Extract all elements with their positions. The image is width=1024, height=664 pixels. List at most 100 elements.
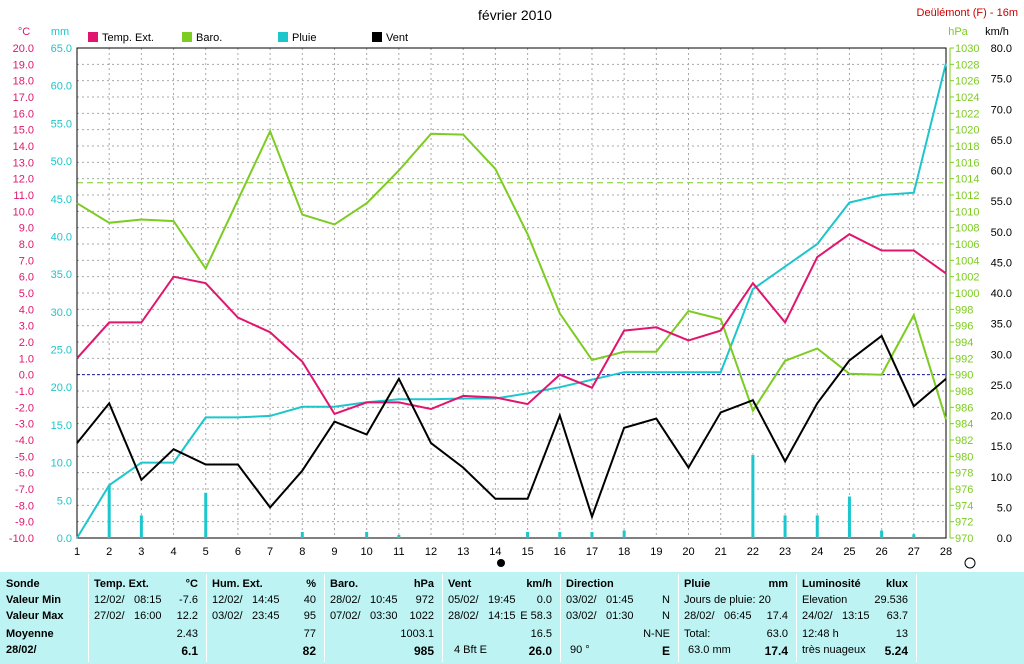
tick-label-day: 19 bbox=[650, 546, 662, 558]
direction-min-date: 03/02/ bbox=[566, 594, 597, 606]
legend-label-temp: Temp. Ext. bbox=[102, 32, 154, 44]
series-line-temp-ext bbox=[76, 233, 947, 416]
baro-max-date: 07/02/ bbox=[330, 610, 361, 622]
wind-min-date: 05/02/ bbox=[448, 594, 479, 606]
hum-unit: % bbox=[306, 578, 316, 590]
rain-max-date: 28/02/ bbox=[684, 610, 715, 622]
col-humidity: Hum. Ext.% 12/02/14:45 40 03/02/23:45 95 7… bbox=[212, 572, 320, 664]
series-line-pluie bbox=[76, 62, 947, 539]
tick-label-pressure: 984 bbox=[955, 419, 973, 431]
tick-label-day: 5 bbox=[203, 546, 209, 558]
direction-day-value: E bbox=[661, 644, 670, 658]
tick-label-day: 12 bbox=[425, 546, 437, 558]
tick-label-day: 27 bbox=[908, 546, 920, 558]
tick-label-rain: 15.0 bbox=[51, 420, 72, 432]
row-label-avg: Moyenne bbox=[6, 628, 54, 640]
temp-avg-value: 2.43 bbox=[176, 628, 198, 640]
baro-min-time: 10:45 bbox=[370, 594, 398, 606]
hum-min-time: 14:45 bbox=[252, 594, 280, 606]
wind-day-value: 26.0 bbox=[528, 644, 552, 658]
hum-max-time: 23:45 bbox=[252, 610, 280, 622]
hum-day-value: 82 bbox=[302, 644, 316, 658]
direction-avg-value: N-NE bbox=[643, 628, 670, 640]
col-wind: Vent km/h 05/02/19:45 0.0 28/02/14:15 E 58.… bbox=[448, 572, 556, 664]
tick-label-temp: 6.0 bbox=[19, 272, 34, 284]
axis-wind: 0.0 5.0 10.0 15.0 20.0 25.0 30.0 35.0 40.0 45.0 50… bbox=[991, 43, 1012, 545]
lum-daylength: 12:48 h bbox=[802, 628, 839, 640]
tick-label-temp: 20.0 bbox=[13, 43, 34, 55]
lum-max-time: 13:15 bbox=[842, 610, 870, 622]
tick-label-rain: 50.0 bbox=[51, 156, 72, 168]
tick-label-temp: 1.0 bbox=[19, 353, 34, 365]
tick-label-temp: 4.0 bbox=[19, 304, 34, 316]
tick-label-day: 28 bbox=[940, 546, 952, 558]
plot-frame bbox=[76, 47, 947, 539]
tick-label-day: 13 bbox=[457, 546, 469, 558]
tick-label-pressure: 986 bbox=[955, 402, 973, 414]
station-label: Deülémont (F) - 16m bbox=[917, 7, 1018, 19]
tick-label-temp: 19.0 bbox=[13, 59, 34, 71]
tick-label-wind: 5.0 bbox=[997, 502, 1012, 514]
tick-label-pressure: 1030 bbox=[955, 43, 979, 55]
tick-label-rain: 0.0 bbox=[57, 533, 72, 545]
axis-days: 1 2 3 4 5 6 7 8 9 10 11 12 13 14 15 16 17 18 19 20 21 22 23 24 2… bbox=[74, 546, 952, 558]
summary-table: Sonde Valeur Min Valeur Max Moyenne 28/0… bbox=[0, 572, 1024, 664]
tick-label-pressure: 994 bbox=[955, 337, 973, 349]
baro-unit: hPa bbox=[413, 578, 434, 590]
tick-label-pressure: 970 bbox=[955, 533, 973, 545]
row-label-day: 28/02/ bbox=[6, 644, 37, 656]
col-baro: Baro. hPa 28/02/10:45 972 07/02/03:30 1022 … bbox=[330, 572, 438, 664]
tick-label-rain: 20.0 bbox=[51, 382, 72, 394]
tick-label-temp: 13.0 bbox=[13, 157, 34, 169]
temp-max-time: 16:00 bbox=[134, 610, 162, 622]
tick-label-pressure: 998 bbox=[955, 304, 973, 316]
series-line-vent bbox=[76, 334, 947, 520]
tick-label-wind: 70.0 bbox=[991, 104, 1012, 116]
temp-max-date: 27/02/ bbox=[94, 610, 125, 622]
grid bbox=[76, 47, 947, 539]
tick-label-wind: 10.0 bbox=[991, 472, 1012, 484]
tick-label-wind: 25.0 bbox=[991, 380, 1012, 392]
temp-min-date: 12/02/ bbox=[94, 594, 125, 606]
baro-avg-value: 1003.1 bbox=[400, 628, 434, 640]
lum-sky-condition: très nuageux bbox=[802, 644, 866, 656]
legend-swatch-rain bbox=[278, 32, 288, 42]
tick-label-temp: -5.0 bbox=[15, 451, 34, 463]
hum-header: Hum. Ext. bbox=[212, 578, 263, 590]
unit-celsius: °C bbox=[18, 26, 30, 38]
baro-day-value: 985 bbox=[413, 644, 434, 658]
rain-bar bbox=[880, 530, 884, 538]
tick-label-wind: 80.0 bbox=[991, 43, 1012, 55]
tick-label-pressure: 1002 bbox=[955, 272, 979, 284]
tick-label-temp: -8.0 bbox=[15, 500, 34, 512]
tick-label-pressure: 1028 bbox=[955, 59, 979, 71]
tick-label-day: 18 bbox=[618, 546, 630, 558]
tick-label-pressure: 1018 bbox=[955, 141, 979, 153]
tick-label-day: 23 bbox=[779, 546, 791, 558]
tick-label-pressure: 1006 bbox=[955, 239, 979, 251]
tick-label-day: 10 bbox=[361, 546, 373, 558]
tick-label-temp: -10.0 bbox=[9, 533, 34, 545]
tick-label-day: 6 bbox=[235, 546, 241, 558]
tick-label-day: 14 bbox=[489, 546, 501, 558]
tick-label-day: 16 bbox=[554, 546, 566, 558]
tick-label-rain: 65.0 bbox=[51, 43, 72, 55]
temp-min-value: -7.6 bbox=[179, 594, 198, 606]
tick-label-wind: 30.0 bbox=[991, 349, 1012, 361]
baro-max-value: 1022 bbox=[409, 610, 434, 622]
tick-label-rain: 60.0 bbox=[51, 81, 72, 93]
tick-label-temp: -6.0 bbox=[15, 468, 34, 480]
rain-bar bbox=[912, 534, 916, 538]
axis-temperature: -10.0 -9.0 -8.0 -7.0 -6.0 -5.0 -4.0 -3.0 -2.0 -1.… bbox=[9, 43, 34, 545]
rain-max-value: 17.4 bbox=[766, 610, 788, 622]
chart-title: février 2010 bbox=[478, 7, 552, 23]
lum-max-date: 24/02/ bbox=[802, 610, 833, 622]
series-lines bbox=[76, 62, 947, 539]
legend-swatch-wind bbox=[372, 32, 382, 42]
wind-min-time: 19:45 bbox=[488, 594, 516, 606]
tick-label-temp: -3.0 bbox=[15, 419, 34, 431]
rain-bar bbox=[815, 515, 819, 538]
baro-header: Baro. bbox=[330, 578, 359, 590]
rain-bar bbox=[558, 531, 562, 538]
tick-label-temp: 17.0 bbox=[13, 92, 34, 104]
